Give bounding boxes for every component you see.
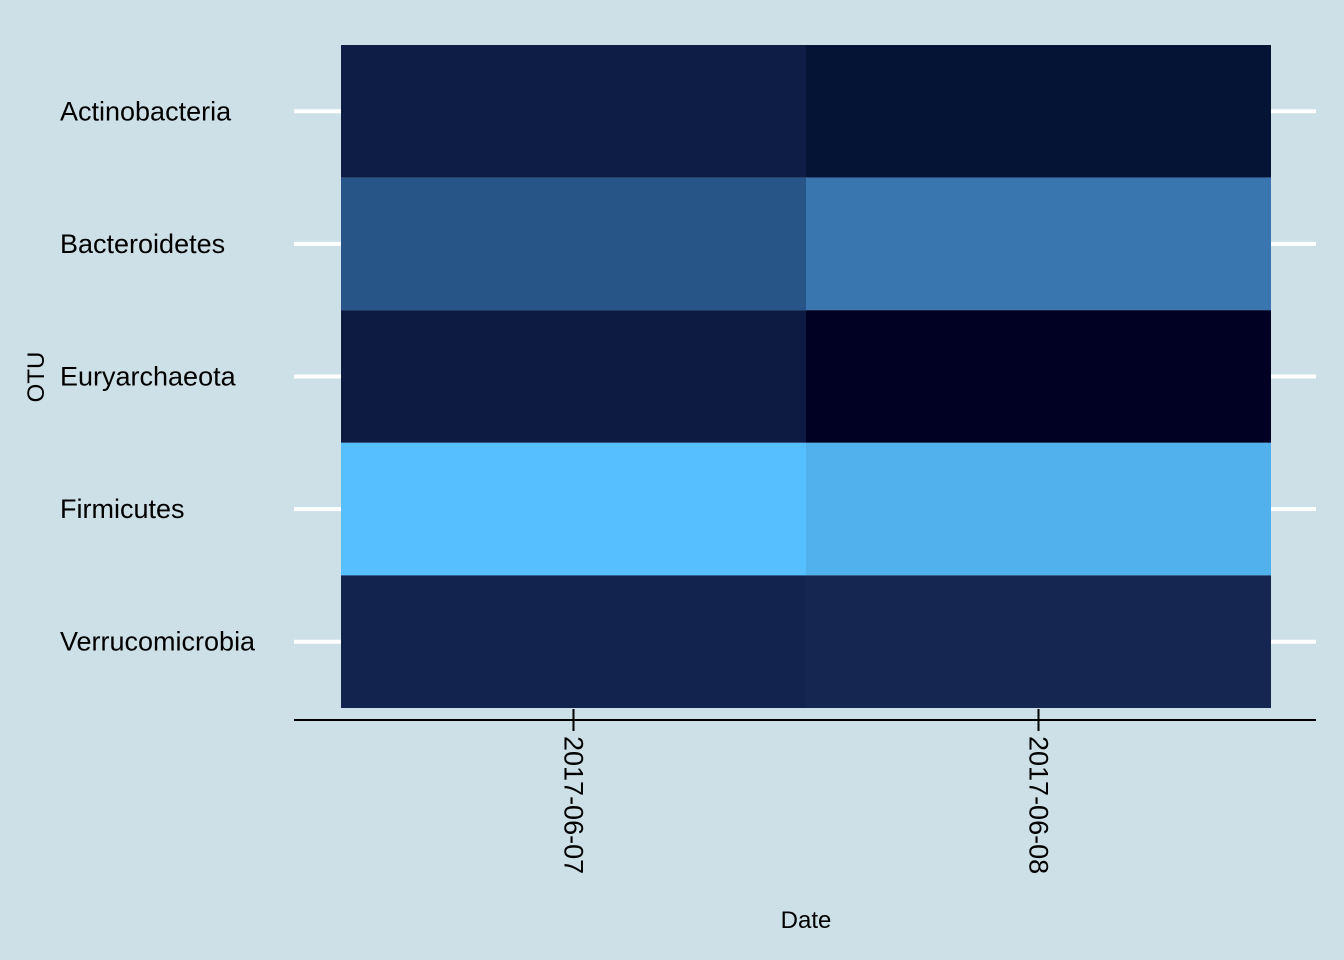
y-axis-tick-labels: Actinobacteria Bacteroidetes Euryarchaeota… bbox=[60, 96, 256, 656]
heatmap-cell bbox=[806, 177, 1271, 311]
y-axis-ticks bbox=[294, 109, 1316, 644]
y-tick-label: Euryarchaeota bbox=[60, 362, 237, 392]
heatmap-cell bbox=[341, 177, 806, 311]
x-axis-tick-labels: 2017-06-07 2017-06-08 bbox=[559, 736, 1054, 874]
heatmap-cell bbox=[806, 310, 1271, 443]
x-tick-label: 2017-06-08 bbox=[1024, 736, 1054, 874]
y-tick-label: Verrucomicrobia bbox=[60, 627, 256, 657]
heatmap-cell bbox=[341, 45, 806, 178]
heatmap-cell bbox=[806, 575, 1271, 708]
x-axis-title: Date bbox=[781, 907, 832, 934]
y-tick-label: Bacteroidetes bbox=[60, 229, 225, 259]
heatmap-cell bbox=[341, 575, 806, 708]
heatmap-cell bbox=[341, 310, 806, 443]
x-axis-ticks bbox=[572, 709, 1040, 731]
y-axis-title: OTU bbox=[23, 352, 50, 403]
heatmap-cell bbox=[806, 45, 1271, 178]
y-tick-label: Firmicutes bbox=[60, 494, 185, 524]
y-tick-label: Actinobacteria bbox=[60, 96, 232, 126]
x-tick-label: 2017-06-07 bbox=[559, 736, 589, 874]
heatmap-cell bbox=[341, 442, 806, 576]
heatmap-cells bbox=[341, 45, 1271, 708]
heatmap-cell bbox=[806, 442, 1271, 576]
